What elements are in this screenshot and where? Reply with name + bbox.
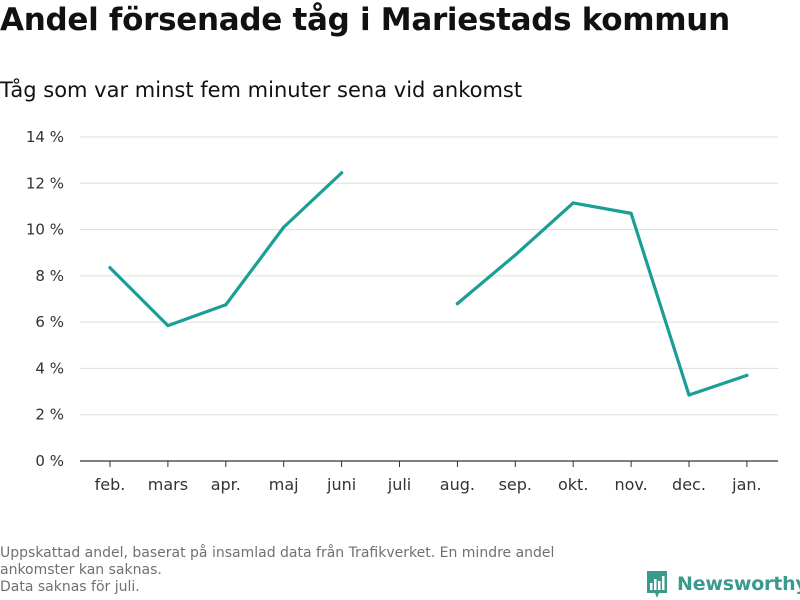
y-tick-label: 10 % bbox=[26, 221, 64, 239]
y-tick-labels: 0 % 2 % 4 % 6 % 8 % 10 % 12 % 14 % bbox=[26, 128, 64, 470]
grid-lines bbox=[80, 136, 778, 462]
y-tick-label: 0 % bbox=[35, 452, 64, 470]
y-tick-label: 6 % bbox=[35, 313, 64, 331]
chart-subtitle: Tåg som var minst fem minuter sena vid a… bbox=[0, 78, 523, 102]
x-tick-label: maj bbox=[269, 475, 299, 494]
x-tick-label: jan. bbox=[731, 475, 761, 494]
series-lines bbox=[108, 171, 749, 397]
x-tick-labels: feb. mars apr. maj juni juli aug. sep. okt. nov. d… bbox=[95, 475, 762, 494]
x-tick-marks bbox=[109, 461, 748, 467]
x-tick-label: feb. bbox=[95, 475, 126, 494]
brand-name: Newsworthy bbox=[677, 573, 800, 595]
x-tick-label: apr. bbox=[211, 475, 241, 494]
x-tick-label: aug. bbox=[440, 475, 475, 494]
series-line-segment bbox=[108, 171, 344, 328]
series-line-segment bbox=[455, 201, 749, 397]
data-point bbox=[340, 171, 344, 175]
x-tick-label: juni bbox=[326, 475, 356, 494]
data-point bbox=[455, 302, 459, 306]
data-points bbox=[108, 171, 749, 397]
y-tick-label: 4 % bbox=[35, 359, 64, 377]
footnote-missing-data: Data saknas för juli. bbox=[0, 579, 140, 595]
data-point bbox=[571, 201, 575, 205]
x-tick-label: nov. bbox=[614, 475, 647, 494]
y-tick-label: 2 % bbox=[35, 406, 64, 424]
data-point bbox=[282, 225, 286, 229]
x-tick-label: sep. bbox=[499, 475, 532, 494]
y-tick-label: 12 % bbox=[26, 174, 64, 192]
data-point bbox=[513, 253, 517, 257]
data-point bbox=[224, 303, 228, 307]
x-tick-label: okt. bbox=[558, 475, 588, 494]
y-tick-label: 14 % bbox=[26, 128, 64, 146]
brand-logo: Newsworthy bbox=[645, 569, 800, 599]
footnote-note: Uppskattad andel, baserat på insamlad da… bbox=[0, 545, 555, 578]
footnote: Uppskattad andel, baserat på insamlad da… bbox=[0, 545, 630, 596]
data-point bbox=[745, 373, 749, 377]
x-tick-label: juli bbox=[387, 475, 411, 494]
data-point bbox=[108, 266, 112, 270]
data-point bbox=[166, 324, 170, 328]
newsworthy-logo-icon bbox=[647, 571, 667, 598]
x-tick-label: mars bbox=[148, 475, 188, 494]
x-tick-label: dec. bbox=[672, 475, 706, 494]
data-point bbox=[629, 211, 633, 215]
y-tick-label: 8 % bbox=[35, 267, 64, 285]
chart-title: Andel försenade tåg i Mariestads kommun bbox=[0, 2, 730, 38]
data-point bbox=[687, 393, 691, 397]
